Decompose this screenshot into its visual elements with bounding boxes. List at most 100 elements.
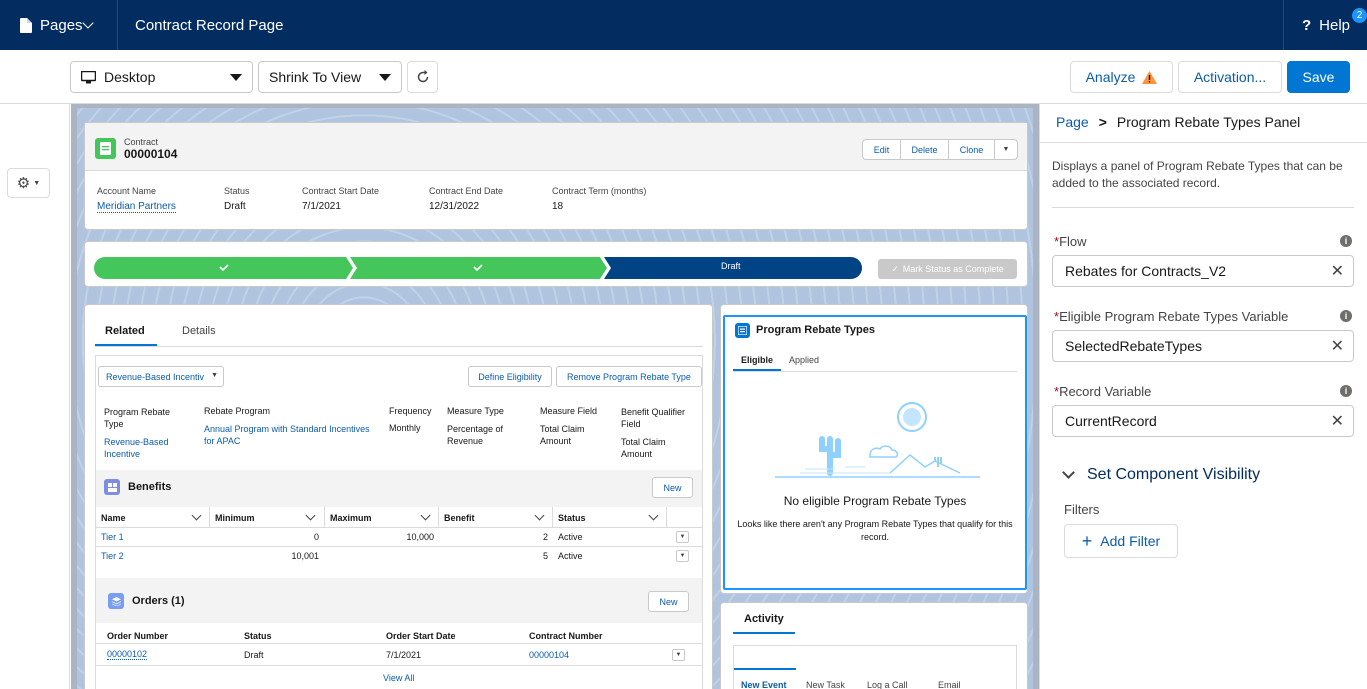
more-actions-button[interactable]: ▼ [995, 140, 1017, 159]
benefit-status: Active [558, 532, 583, 542]
desktop-icon [81, 70, 96, 83]
record-number: 00000104 [124, 147, 178, 161]
record-variable-input[interactable]: CurrentRecord ✕ [1052, 405, 1354, 437]
flow-label-text: Flow [1059, 234, 1087, 249]
column-header[interactable]: Status [558, 513, 586, 523]
column-header[interactable]: Minimum [215, 513, 255, 523]
header-rebate-program: Rebate Program [204, 406, 271, 416]
account-link[interactable]: Meridian Partners [97, 201, 176, 213]
contract-number-link[interactable]: 00000104 [529, 650, 570, 660]
rebate-types-panel[interactable]: Program Rebate Types Eligible Applied No… [723, 315, 1027, 590]
tab-activity[interactable]: Activity [744, 613, 784, 625]
orders-title: Orders (1) [132, 595, 185, 607]
new-order-button[interactable]: New [648, 591, 689, 612]
current-stage: Draft [721, 261, 741, 271]
object-label: Contract [124, 137, 159, 147]
clear-icon[interactable]: ✕ [1330, 338, 1344, 355]
benefit-name-link[interactable]: Tier 1 [101, 532, 124, 542]
info-icon[interactable]: i [1340, 310, 1352, 322]
benefits-table-header: Name Minimum Maximum Benefit Status [96, 507, 702, 528]
view-select[interactable]: Shrink To View [258, 61, 402, 93]
field-label: Contract Start Date [302, 186, 380, 196]
header-measure-type: Measure Type [447, 406, 504, 416]
benefit-name-link[interactable]: Tier 2 [101, 551, 124, 561]
remove-rebate-type-button[interactable]: Remove Program Rebate Type [556, 366, 702, 387]
path-stages[interactable] [94, 257, 862, 279]
rebate-type-value: Revenue-Based Incentiv [106, 371, 205, 382]
pages-menu[interactable]: Pages [0, 0, 118, 50]
clone-button[interactable]: Clone [949, 140, 995, 159]
active-tab-indicator [733, 369, 781, 371]
components-pane: ⚙ ▼ [0, 104, 70, 689]
rebate-panel-icon [735, 323, 750, 338]
header-rebate-type: Program Rebate Type [104, 407, 171, 429]
row-actions-button[interactable]: ▼ [672, 649, 685, 661]
related-card: Related Details Revenue-Based Incentiv ▼… [84, 304, 713, 689]
flow-input[interactable]: Rebates for Contracts_V2 ✕ [1052, 255, 1354, 287]
mark-complete-button[interactable]: ✓ Mark Status as Complete [878, 259, 1017, 279]
analyze-button[interactable]: Analyze [1070, 61, 1173, 93]
eligible-value: SelectedRebateTypes [1065, 338, 1202, 354]
tab-related[interactable]: Related [105, 325, 145, 337]
header-frequency: Frequency [389, 406, 432, 416]
refresh-button[interactable] [407, 61, 438, 93]
eligible-variable-input[interactable]: SelectedRebateTypes ✕ [1052, 330, 1354, 362]
field-value: 18 [552, 201, 564, 212]
edit-button[interactable]: Edit [863, 140, 901, 159]
add-filter-button[interactable]: + Add Filter [1064, 524, 1178, 558]
rebate-program-link[interactable]: Annual Program with Standard Incentives … [204, 424, 370, 446]
breadcrumb-page-link[interactable]: Page [1056, 114, 1089, 130]
visibility-section-toggle[interactable]: Set Component Visibility [1062, 465, 1260, 484]
field-value: 7/1/2021 [302, 201, 341, 212]
view-value: Shrink To View [269, 69, 362, 85]
activity-composer: New Event New Task Log a Call Email [733, 645, 1017, 689]
help-button[interactable]: ? Help 2 [1283, 0, 1367, 50]
delete-button[interactable]: Delete [901, 140, 949, 159]
rebate-panel-wrapper: Program Rebate Types Eligible Applied No… [720, 304, 1028, 594]
new-benefit-button[interactable]: New [652, 477, 693, 498]
device-select[interactable]: Desktop [70, 61, 253, 93]
activation-button[interactable]: Activation... [1178, 61, 1282, 93]
check-icon: ✓ [891, 263, 899, 274]
info-icon[interactable]: i [1340, 385, 1352, 397]
properties-panel: Page > Program Rebate Types Panel Displa… [1039, 104, 1367, 689]
caret-down-icon: ▼ [211, 372, 218, 379]
rebate-types-section: Revenue-Based Incentiv ▼ Define Eligibil… [95, 355, 703, 689]
chevron-down-icon [1062, 465, 1075, 479]
status-path[interactable]: Draft ✓ Mark Status as Complete [84, 241, 1028, 287]
flow-value: Rebates for Contracts_V2 [1065, 263, 1227, 279]
tab-new-event[interactable]: New Event [741, 680, 787, 689]
column-header[interactable]: Maximum [330, 513, 372, 523]
tab-eligible[interactable]: Eligible [741, 355, 774, 365]
order-number-link[interactable]: 00000102 [107, 649, 148, 660]
tab-email[interactable]: Email [938, 680, 961, 689]
row-actions-button[interactable]: ▼ [676, 550, 689, 562]
row-actions-button[interactable]: ▼ [676, 531, 689, 543]
chevron-down-icon [534, 510, 545, 521]
rebate-type-link[interactable]: Revenue-Based Incentive [104, 437, 169, 459]
record-header[interactable]: Contract 00000104 Edit Delete Clone ▼ Ac… [84, 122, 1028, 230]
field-value: Draft [224, 201, 246, 212]
clear-icon[interactable]: ✕ [1330, 413, 1344, 430]
save-button[interactable]: Save [1287, 61, 1350, 93]
pages-label: Pages [40, 16, 83, 34]
clear-icon[interactable]: ✕ [1330, 263, 1344, 280]
info-icon[interactable]: i [1340, 235, 1352, 247]
rebate-type-select[interactable]: Revenue-Based Incentiv ▼ [98, 366, 224, 387]
tab-log-call[interactable]: Log a Call [867, 680, 908, 689]
chevron-down-icon [648, 510, 659, 521]
record-label: *Record Variable [1054, 384, 1152, 399]
chevron-down-icon [82, 17, 94, 29]
define-eligibility-button[interactable]: Define Eligibility [468, 366, 552, 387]
desert-illustration-icon [775, 402, 980, 478]
column-header[interactable]: Name [101, 513, 126, 523]
view-all-link[interactable]: View All [383, 673, 415, 683]
orders-icon [108, 593, 124, 609]
settings-button[interactable]: ⚙ ▼ [7, 168, 50, 198]
tab-applied[interactable]: Applied [789, 355, 820, 365]
eligible-label-text: Eligible Program Rebate Types Variable [1059, 309, 1289, 324]
column-header[interactable]: Benefit [444, 513, 475, 523]
field-value: 12/31/2022 [429, 201, 480, 212]
tab-new-task[interactable]: New Task [806, 680, 845, 689]
tab-details[interactable]: Details [182, 325, 216, 337]
